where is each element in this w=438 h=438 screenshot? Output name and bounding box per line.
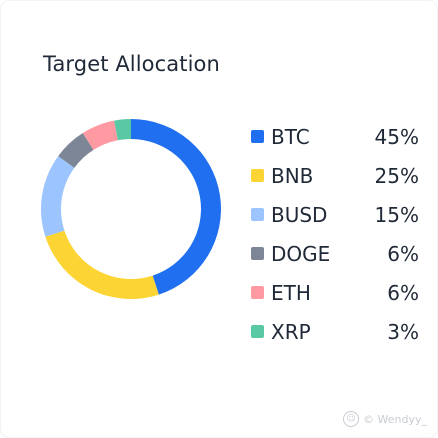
watermark-text: © Wendyy_: [363, 412, 427, 426]
legend-label: ETH: [271, 280, 311, 305]
legend-swatch: [251, 247, 264, 260]
legend-item-doge: DOGE 6%: [251, 234, 419, 273]
watermark: ☺ © Wendyy_: [343, 411, 427, 427]
legend-percent: 3%: [387, 319, 419, 344]
donut-slice-btc: [131, 119, 222, 295]
donut-slice-xrp: [114, 119, 131, 141]
donut-slice-busd: [41, 156, 75, 237]
donut-slice-doge: [58, 133, 94, 168]
donut-svg: [41, 119, 222, 299]
legend-label: BNB: [271, 163, 314, 188]
donut-slice-bnb: [45, 230, 159, 299]
legend-swatch: [251, 169, 264, 182]
legend-label: XRP: [271, 319, 311, 344]
card-title: Target Allocation: [43, 52, 220, 76]
legend-item-bnb: BNB 25%: [251, 156, 419, 195]
legend-percent: 45%: [374, 124, 419, 149]
legend-swatch: [251, 208, 264, 221]
legend-item-busd: BUSD 15%: [251, 195, 419, 234]
legend-percent: 6%: [387, 241, 419, 266]
legend-item-eth: ETH 6%: [251, 273, 419, 312]
legend-label: BUSD: [271, 202, 328, 227]
legend-item-xrp: XRP 3%: [251, 312, 419, 351]
legend-label: DOGE: [271, 241, 331, 266]
legend-percent: 6%: [387, 280, 419, 305]
legend-item-btc: BTC 45%: [251, 117, 419, 156]
legend-swatch: [251, 286, 264, 299]
donut-chart: [41, 119, 222, 299]
legend-label: BTC: [271, 124, 310, 149]
legend-swatch: [251, 130, 264, 143]
watermark-icon: ☺: [343, 411, 360, 427]
legend-percent: 15%: [374, 202, 419, 227]
donut-slice-eth: [82, 120, 118, 150]
legend-swatch: [251, 325, 264, 338]
legend-percent: 25%: [374, 163, 419, 188]
legend: BTC 45% BNB 25% BUSD 15% DOGE 6% ETH 6% XRP 3%: [251, 117, 419, 351]
